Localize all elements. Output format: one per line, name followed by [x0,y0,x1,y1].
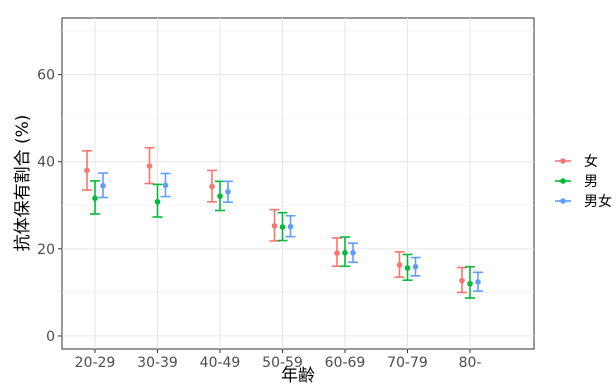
x-tick-label: 40-49 [200,355,241,371]
legend-item: 男女 [555,193,612,210]
points [84,163,481,287]
x-axis: 20-29 30-39 40-49 50-59 60-69 70-79 80- [75,349,482,371]
data-point [467,280,473,287]
x-tick-label: 20-29 [75,355,116,371]
data-point [271,222,278,229]
data-point [217,193,223,199]
x-tick-label: 60-69 [325,355,366,371]
y-tick-label: 60 [37,68,55,84]
data-point [404,265,411,271]
legend-item: 女 [555,153,598,170]
x-tick-label: 70-79 [387,355,428,371]
y-tick-label: 40 [37,155,55,171]
data-point [146,163,153,169]
y-tick-label: 0 [46,329,55,345]
data-point [334,250,340,256]
x-axis-title: 年齢 [281,366,315,386]
data-point [412,263,419,270]
data-point [100,182,106,189]
legend-label: 男女 [584,193,612,210]
plot-panel [61,17,535,350]
data-point [350,249,356,256]
data-point [154,198,161,205]
y-axis-title: 抗体保有割合 (%) [13,115,33,252]
legend-label: 女 [584,153,598,170]
legend-key-point [560,178,566,184]
data-point [475,279,481,285]
x-tick-label: 80- [459,355,482,371]
data-point [287,223,294,230]
data-point [279,224,286,230]
data-point [84,167,90,174]
data-point [225,188,231,195]
data-point [162,182,169,189]
y-tick-label: 20 [37,242,55,258]
data-point [459,277,465,284]
grid [62,18,534,349]
y-axis: 0 20 40 60 [37,68,62,345]
data-point [92,195,98,202]
legend-key-point [560,198,566,204]
legend-label: 男 [584,174,598,190]
legend-item: 男 [555,174,598,190]
data-point [209,183,215,190]
data-point [396,262,403,268]
x-tick-label: 50-59 [262,355,303,371]
x-tick-label: 30-39 [137,355,178,371]
legend-key-point [560,158,566,164]
data-point [342,249,348,256]
